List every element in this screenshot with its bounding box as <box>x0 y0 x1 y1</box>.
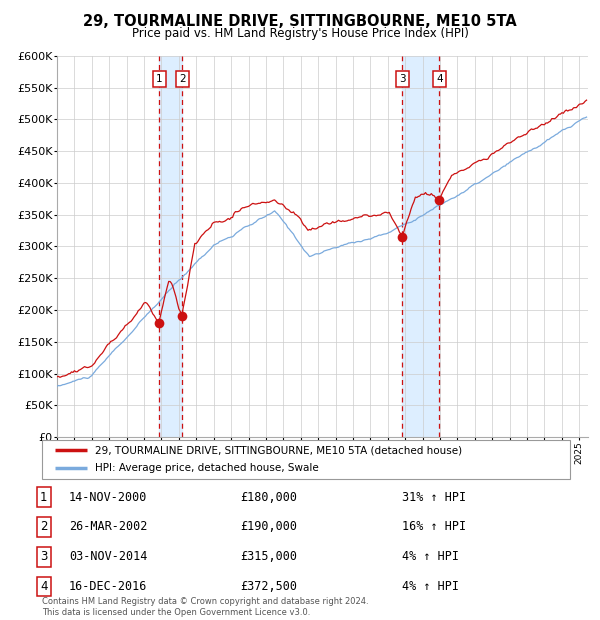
Text: £315,000: £315,000 <box>240 551 297 563</box>
Text: 16-DEC-2016: 16-DEC-2016 <box>69 580 148 593</box>
Bar <box>402 56 439 437</box>
Text: 4: 4 <box>40 580 47 593</box>
Text: 1: 1 <box>156 74 163 84</box>
Text: HPI: Average price, detached house, Swale: HPI: Average price, detached house, Swal… <box>95 463 319 473</box>
Text: 1: 1 <box>40 491 47 503</box>
Text: Price paid vs. HM Land Registry's House Price Index (HPI): Price paid vs. HM Land Registry's House … <box>131 27 469 40</box>
Text: 16% ↑ HPI: 16% ↑ HPI <box>402 521 466 533</box>
Text: 29, TOURMALINE DRIVE, SITTINGBOURNE, ME10 5TA (detached house): 29, TOURMALINE DRIVE, SITTINGBOURNE, ME1… <box>95 445 462 455</box>
Text: 31% ↑ HPI: 31% ↑ HPI <box>402 491 466 503</box>
Text: £190,000: £190,000 <box>240 521 297 533</box>
Text: 29, TOURMALINE DRIVE, SITTINGBOURNE, ME10 5TA: 29, TOURMALINE DRIVE, SITTINGBOURNE, ME1… <box>83 14 517 29</box>
Text: Contains HM Land Registry data © Crown copyright and database right 2024.
This d: Contains HM Land Registry data © Crown c… <box>42 598 368 617</box>
Text: 03-NOV-2014: 03-NOV-2014 <box>69 551 148 563</box>
Text: 4% ↑ HPI: 4% ↑ HPI <box>402 551 459 563</box>
Text: 4: 4 <box>436 74 443 84</box>
Text: 2: 2 <box>179 74 186 84</box>
Text: 26-MAR-2002: 26-MAR-2002 <box>69 521 148 533</box>
Text: £372,500: £372,500 <box>240 580 297 593</box>
Bar <box>159 56 182 437</box>
Text: 3: 3 <box>399 74 406 84</box>
Text: 14-NOV-2000: 14-NOV-2000 <box>69 491 148 503</box>
FancyBboxPatch shape <box>42 440 570 479</box>
Text: £180,000: £180,000 <box>240 491 297 503</box>
Text: 4% ↑ HPI: 4% ↑ HPI <box>402 580 459 593</box>
Text: 3: 3 <box>40 551 47 563</box>
Text: 2: 2 <box>40 521 47 533</box>
